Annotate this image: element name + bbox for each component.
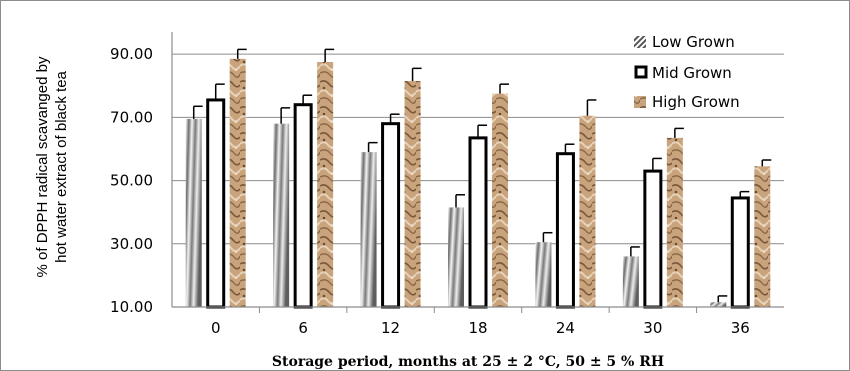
bars [185, 48, 772, 309]
y-axis-ticks: 10.00 30.00 50.00 70.00 90.00 [110, 45, 153, 316]
bar-high-grown [666, 137, 683, 307]
bar-high-grown [229, 58, 246, 308]
x-tick-label: 18 [468, 319, 487, 337]
y-axis-title-line2: hot water extract of black tea [53, 70, 70, 262]
y-tick-label: 50.00 [110, 172, 153, 190]
bar-low-grown [622, 256, 639, 307]
bar-high-grown [404, 80, 421, 307]
bar-mid-grown [206, 98, 226, 309]
y-tick-label: 90.00 [110, 45, 153, 63]
legend-swatch-low [634, 36, 646, 48]
legend-label-low: Low Grown [652, 33, 735, 51]
bar-low-grown [448, 207, 464, 307]
bar-mid-grown [468, 136, 488, 309]
legend: Low Grown Mid Grown High Grown [634, 33, 740, 111]
bar-low-grown [535, 242, 552, 307]
legend-label-mid: Mid Grown [652, 64, 732, 82]
bar-high-grown [579, 115, 596, 307]
bar-mid-grown [730, 196, 750, 309]
bar-high-grown [317, 62, 334, 308]
y-tick-label: 70.00 [110, 108, 153, 126]
bar-mid-grown [381, 122, 401, 309]
x-tick-label: 0 [211, 319, 221, 337]
x-tick-label: 24 [556, 319, 575, 337]
x-axis-title: Storage period, months at 25 ± 2 °C, 50 … [272, 354, 664, 370]
legend-swatch-high [634, 96, 646, 108]
x-tick-label: 6 [298, 319, 308, 337]
bar-low-grown [273, 123, 290, 308]
bar-low-grown [185, 118, 202, 307]
bar-low-grown [360, 152, 377, 307]
y-axis-title-line1: % of DPPH radical scavanged by [34, 56, 51, 277]
bar-low-grown [710, 302, 727, 307]
x-tick-label: 36 [731, 319, 750, 337]
bar-high-grown [492, 93, 508, 307]
x-tick-label: 30 [643, 319, 662, 337]
bar-mid-grown [293, 103, 313, 309]
y-tick-label: 10.00 [110, 298, 153, 316]
bar-mid-grown [555, 152, 575, 309]
legend-swatch-mid [634, 65, 648, 79]
legend-label-high: High Grown [652, 93, 740, 111]
bar-high-grown [754, 166, 771, 307]
x-tick-label: 12 [381, 319, 400, 337]
y-tick-label: 30.00 [110, 235, 153, 253]
x-axis-ticks: 0 6 12 18 24 30 36 [211, 307, 750, 337]
bar-mid-grown [643, 169, 663, 309]
